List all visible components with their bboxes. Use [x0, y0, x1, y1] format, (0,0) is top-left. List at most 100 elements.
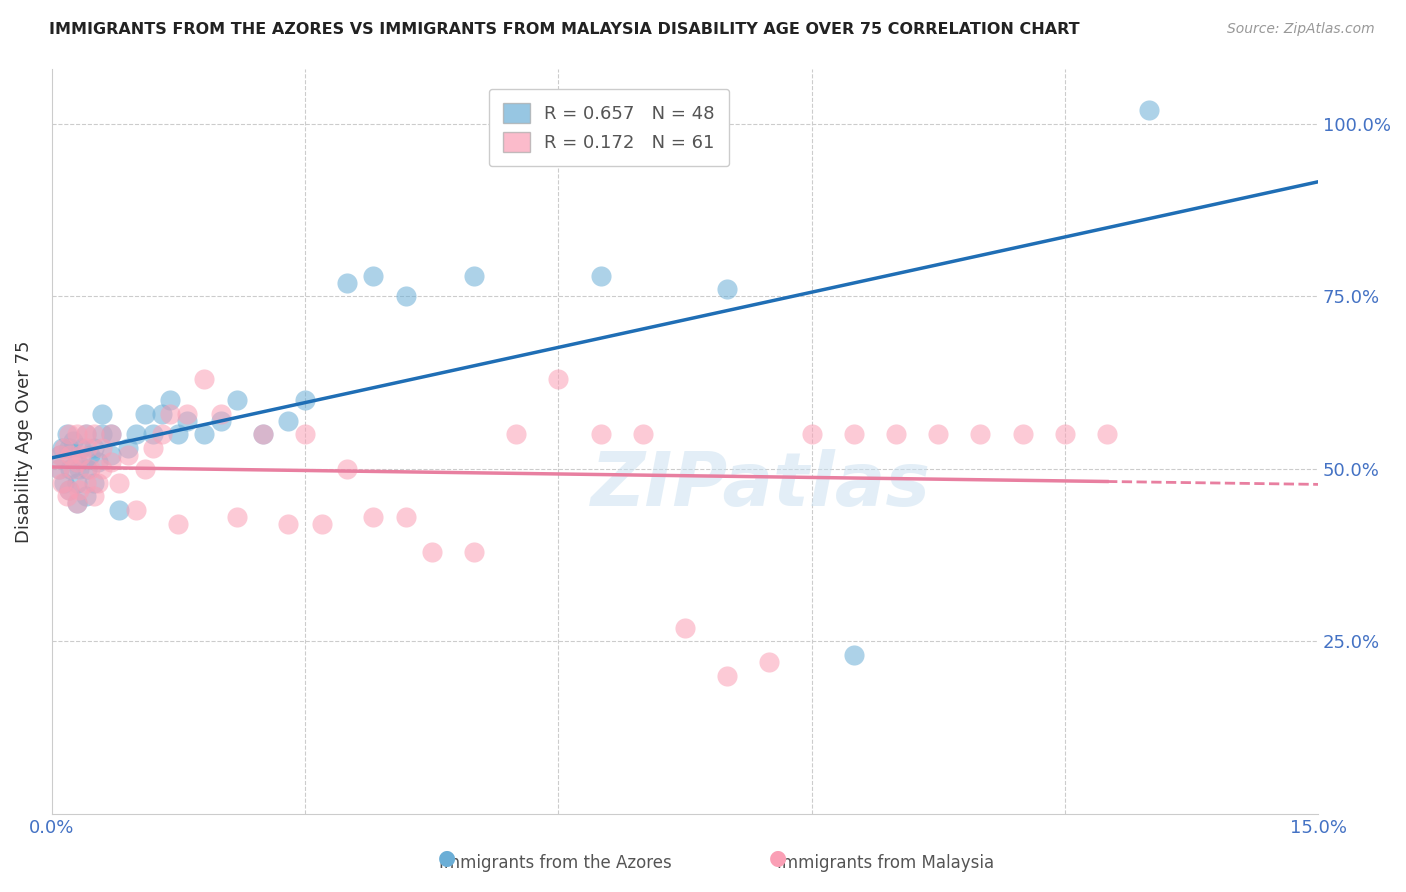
- Point: [505, 427, 527, 442]
- Point: [631, 427, 654, 442]
- Point: [66, 455, 89, 469]
- Legend: R = 0.657   N = 48, R = 0.172   N = 61: R = 0.657 N = 48, R = 0.172 N = 61: [488, 88, 730, 167]
- Point: [66, 475, 89, 490]
- Point: [311, 517, 333, 532]
- Point: [969, 427, 991, 442]
- Point: [277, 413, 299, 427]
- Point: [108, 503, 131, 517]
- Point: [150, 407, 173, 421]
- Point: [463, 544, 485, 558]
- Point: [66, 427, 89, 442]
- Point: [294, 427, 316, 442]
- Point: [589, 268, 612, 283]
- Point: [420, 544, 443, 558]
- Point: [134, 462, 156, 476]
- Point: [842, 648, 865, 663]
- Point: [58, 483, 80, 497]
- Point: [800, 427, 823, 442]
- Point: [59, 462, 82, 476]
- Point: [159, 392, 181, 407]
- Point: [463, 268, 485, 283]
- Point: [193, 372, 215, 386]
- Point: [1137, 103, 1160, 117]
- Point: [87, 455, 110, 469]
- Point: [76, 462, 98, 476]
- Point: [159, 407, 181, 421]
- Point: [100, 455, 122, 469]
- Point: [53, 441, 76, 455]
- Point: [125, 427, 148, 442]
- Point: [49, 448, 72, 462]
- Point: [117, 441, 139, 455]
- Point: [53, 475, 76, 490]
- Point: [150, 427, 173, 442]
- Point: [252, 427, 274, 442]
- Point: [83, 490, 105, 504]
- Point: [336, 276, 359, 290]
- Point: [66, 455, 89, 469]
- Point: [87, 475, 110, 490]
- Point: [193, 427, 215, 442]
- Point: [673, 621, 696, 635]
- Point: [176, 413, 198, 427]
- Point: [1011, 427, 1033, 442]
- Point: [51, 475, 73, 490]
- Point: [67, 483, 90, 497]
- Point: [49, 448, 72, 462]
- Point: [58, 483, 80, 497]
- Point: [62, 434, 84, 449]
- Point: [75, 427, 97, 442]
- Point: [547, 372, 569, 386]
- Point: [1053, 427, 1076, 442]
- Point: [589, 427, 612, 442]
- Point: [252, 427, 274, 442]
- Point: [209, 407, 232, 421]
- Point: [76, 441, 98, 455]
- Point: [361, 268, 384, 283]
- Point: [226, 510, 249, 524]
- Text: Immigrants from Malaysia: Immigrants from Malaysia: [778, 855, 994, 872]
- Point: [100, 448, 122, 462]
- Point: [79, 448, 101, 462]
- Point: [125, 503, 148, 517]
- Point: [176, 407, 198, 421]
- Point: [927, 427, 949, 442]
- Point: [70, 448, 93, 462]
- Point: [209, 413, 232, 427]
- Point: [294, 392, 316, 407]
- Point: [48, 462, 70, 476]
- Point: [277, 517, 299, 532]
- Point: [56, 427, 79, 442]
- Point: [167, 427, 190, 442]
- Point: [48, 462, 70, 476]
- Point: [758, 655, 780, 669]
- Point: [100, 427, 122, 442]
- Point: [62, 462, 84, 476]
- Point: [395, 289, 418, 303]
- Point: [91, 462, 114, 476]
- Point: [134, 407, 156, 421]
- Point: [66, 496, 89, 510]
- Point: [884, 427, 907, 442]
- Point: [117, 448, 139, 462]
- Point: [75, 427, 97, 442]
- Point: [59, 448, 82, 462]
- Point: [56, 490, 79, 504]
- Text: ●: ●: [769, 848, 786, 868]
- Text: ZIPatlas: ZIPatlas: [591, 450, 931, 523]
- Text: Source: ZipAtlas.com: Source: ZipAtlas.com: [1227, 22, 1375, 37]
- Point: [167, 517, 190, 532]
- Point: [142, 427, 165, 442]
- Point: [395, 510, 418, 524]
- Y-axis label: Disability Age Over 75: Disability Age Over 75: [15, 340, 32, 542]
- Point: [75, 475, 97, 490]
- Point: [91, 427, 114, 442]
- Point: [91, 407, 114, 421]
- Point: [83, 427, 105, 442]
- Point: [51, 441, 73, 455]
- Point: [842, 427, 865, 442]
- Point: [58, 441, 80, 455]
- Point: [108, 475, 131, 490]
- Point: [716, 669, 738, 683]
- Point: [66, 496, 89, 510]
